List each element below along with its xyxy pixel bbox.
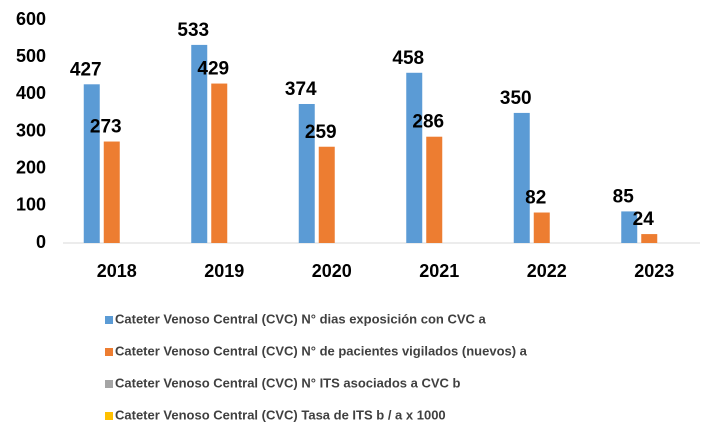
y-tick-label: 300 (16, 120, 46, 140)
y-tick-label: 400 (16, 83, 46, 103)
legend-label: Cateter Venoso Central (CVC) N° de pacie… (115, 343, 528, 358)
bar (318, 146, 335, 243)
legend-swatch (105, 316, 113, 324)
bar (621, 211, 638, 243)
x-tick-label: 2023 (634, 261, 674, 281)
data-label: 427 (70, 59, 102, 80)
bar (533, 212, 550, 243)
data-label: 82 (525, 188, 546, 209)
x-tick-label: 2018 (97, 261, 137, 281)
data-label: 374 (285, 79, 317, 100)
legend-swatch (105, 348, 113, 356)
legend-label: Cateter Venoso Central (CVC) N° ITS asoc… (115, 375, 461, 390)
bar (298, 103, 315, 243)
y-tick-label: 500 (16, 46, 46, 66)
legend-swatch (105, 412, 113, 420)
bar (641, 234, 658, 243)
bar (211, 83, 228, 244)
bar (83, 84, 100, 243)
data-label: 24 (633, 209, 655, 230)
x-tick-label: 2019 (204, 261, 244, 281)
data-label: 533 (177, 20, 209, 41)
bar (513, 112, 530, 244)
bar (406, 72, 423, 243)
y-tick-label: 100 (16, 195, 46, 215)
x-tick-label: 2022 (527, 261, 567, 281)
legend-swatch (105, 380, 113, 388)
legend-label: Cateter Venoso Central (CVC) Tasa de ITS… (115, 407, 446, 422)
data-label: 458 (392, 48, 424, 69)
bar (191, 44, 208, 243)
bar (426, 136, 443, 243)
bar (103, 141, 120, 243)
data-label: 429 (197, 59, 229, 80)
x-tick-label: 2021 (419, 261, 459, 281)
y-tick-label: 200 (16, 157, 46, 177)
x-tick-label: 2020 (312, 261, 352, 281)
y-tick-label: 0 (36, 232, 46, 252)
data-label: 273 (90, 117, 122, 138)
data-label: 350 (500, 88, 532, 109)
y-tick-label: 600 (16, 9, 46, 29)
legend-label: Cateter Venoso Central (CVC) N° dias exp… (115, 311, 486, 326)
data-label: 259 (305, 122, 337, 143)
data-label: 85 (613, 186, 635, 207)
data-label: 286 (412, 112, 444, 133)
